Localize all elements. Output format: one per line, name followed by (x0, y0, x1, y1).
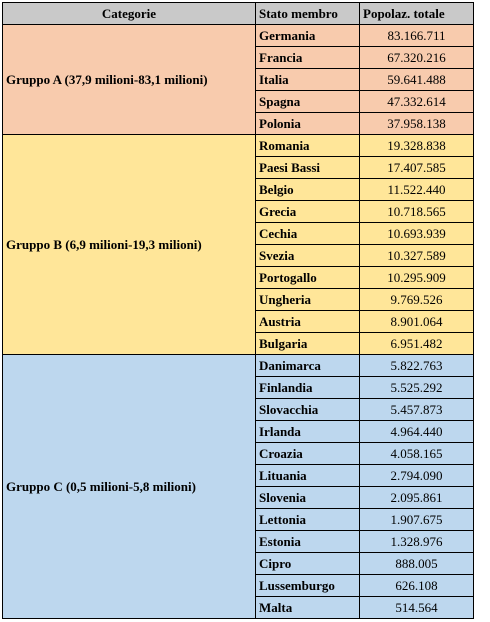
header-row: Categorie Stato membro Popolaz. totale (2, 2, 474, 25)
state-name: Lussemburgo (255, 574, 360, 597)
state-name: Cipro (255, 552, 360, 575)
state-name: Estonia (255, 530, 360, 553)
population-value: 67.320.216 (359, 46, 474, 69)
state-name: Spagna (255, 90, 360, 113)
state-name: Svezia (255, 244, 360, 267)
header-category: Categorie (2, 2, 256, 25)
state-name: Belgio (255, 178, 360, 201)
population-table: Categorie Stato membro Popolaz. totale G… (2, 2, 474, 619)
state-name: Slovacchia (255, 398, 360, 421)
state-name: Francia (255, 46, 360, 69)
state-name: Ungheria (255, 288, 360, 311)
table-row: Finlandia 5.525.292 (3, 376, 474, 399)
population-value: 1.328.976 (359, 530, 474, 553)
table-row: Grecia 10.718.565 (3, 200, 474, 223)
population-value: 2.794.090 (359, 464, 474, 487)
table-row: Gruppo C (0,5 milioni-5,8 milioni) Danima… (2, 354, 474, 619)
table-row: Estonia 1.328.976 (3, 530, 474, 553)
table-row: Lituania 2.794.090 (3, 464, 474, 487)
table-row: Slovenia 2.095.861 (3, 486, 474, 509)
population-value: 8.901.064 (359, 310, 474, 333)
population-value: 514.564 (359, 596, 474, 619)
population-value: 2.095.861 (359, 486, 474, 509)
population-value: 17.407.585 (359, 156, 474, 179)
population-value: 10.718.565 (359, 200, 474, 223)
table-row: Cipro 888.005 (3, 552, 474, 575)
table-row: Portogallo 10.295.909 (3, 266, 474, 289)
table-row: Gruppo B (6,9 milioni-19,3 milioni) Roman… (2, 134, 474, 355)
population-value: 626.108 (359, 574, 474, 597)
population-value: 888.005 (359, 552, 474, 575)
state-name: Irlanda (255, 420, 360, 443)
table-row: Slovacchia 5.457.873 (3, 398, 474, 421)
table-row: Malta 514.564 (3, 596, 474, 619)
state-name: Finlandia (255, 376, 360, 399)
group-label: Gruppo C (0,5 milioni-5,8 milioni) (2, 354, 256, 619)
table-row: Svezia 10.327.589 (3, 244, 474, 267)
header-state: Stato membro (255, 2, 360, 25)
state-name: Portogallo (255, 266, 360, 289)
group-label: Gruppo B (6,9 milioni-19,3 milioni) (2, 134, 256, 355)
group-label: Gruppo A (37,9 milioni-83,1 milioni) (2, 24, 256, 135)
population-value: 19.328.838 (359, 134, 474, 157)
population-value: 10.295.909 (359, 266, 474, 289)
population-value: 4.964.440 (359, 420, 474, 443)
population-value: 5.457.873 (359, 398, 474, 421)
table-body: Gruppo A (37,9 milioni-83,1 milioni) Germ… (2, 24, 474, 619)
state-name: Cechia (255, 222, 360, 245)
population-value: 83.166.711 (359, 24, 474, 47)
table-row: Cechia 10.693.939 (3, 222, 474, 245)
state-name: Lituania (255, 464, 360, 487)
population-value: 59.641.488 (359, 68, 474, 91)
table-row: Spagna 47.332.614 (3, 90, 474, 113)
state-name: Italia (255, 68, 360, 91)
state-name: Bulgaria (255, 332, 360, 355)
table-row: Austria 8.901.064 (3, 310, 474, 333)
state-name: Malta (255, 596, 360, 619)
population-value: 11.522.440 (359, 178, 474, 201)
population-value: 47.332.614 (359, 90, 474, 113)
population-value: 37.958.138 (359, 112, 474, 135)
population-value: 5.822.763 (359, 354, 474, 377)
state-name: Polonia (255, 112, 360, 135)
table-row: Francia 67.320.216 (3, 46, 474, 69)
state-name: Grecia (255, 200, 360, 223)
table-row: Bulgaria 6.951.482 (3, 332, 474, 355)
population-value: 4.058.165 (359, 442, 474, 465)
population-value: 10.327.589 (359, 244, 474, 267)
header-population: Popolaz. totale (359, 2, 474, 25)
table-row: Lettonia 1.907.675 (3, 508, 474, 531)
table-row: Belgio 11.522.440 (3, 178, 474, 201)
state-name: Lettonia (255, 508, 360, 531)
table-row: Irlanda 4.964.440 (3, 420, 474, 443)
state-name: Danimarca (255, 354, 360, 377)
state-name: Austria (255, 310, 360, 333)
population-value: 5.525.292 (359, 376, 474, 399)
state-name: Germania (255, 24, 360, 47)
table-row: Italia 59.641.488 (3, 68, 474, 91)
state-name: Paesi Bassi (255, 156, 360, 179)
state-name: Slovenia (255, 486, 360, 509)
state-name: Croazia (255, 442, 360, 465)
population-value: 1.907.675 (359, 508, 474, 531)
table-row: Paesi Bassi 17.407.585 (3, 156, 474, 179)
table-row: Gruppo A (37,9 milioni-83,1 milioni) Germ… (2, 24, 474, 135)
population-value: 9.769.526 (359, 288, 474, 311)
population-value: 10.693.939 (359, 222, 474, 245)
population-value: 6.951.482 (359, 332, 474, 355)
state-name: Romania (255, 134, 360, 157)
